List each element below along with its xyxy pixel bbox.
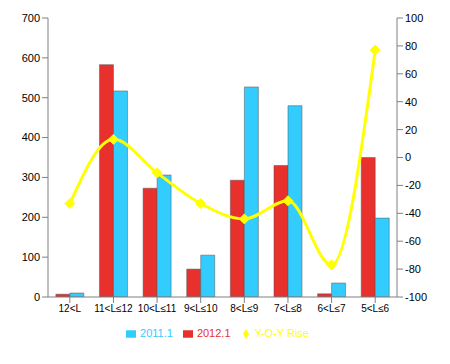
svg-text:7<L≤8: 7<L≤8 <box>274 303 302 314</box>
svg-text:60: 60 <box>405 68 417 80</box>
svg-text:40: 40 <box>405 96 417 108</box>
svg-text:11<L≤12: 11<L≤12 <box>94 303 133 314</box>
svg-text:-40: -40 <box>405 207 421 219</box>
svg-text:-100: -100 <box>405 291 427 303</box>
svg-text:9<L≤10: 9<L≤10 <box>184 303 218 314</box>
svg-text:400: 400 <box>22 131 40 143</box>
svg-text:8<L≤9: 8<L≤9 <box>230 303 258 314</box>
svg-text:-60: -60 <box>405 235 421 247</box>
svg-text:500: 500 <box>22 92 40 104</box>
svg-text:10<L≤11: 10<L≤11 <box>138 303 177 314</box>
svg-text:-20: -20 <box>405 179 421 191</box>
svg-text:0: 0 <box>405 151 411 163</box>
svg-text:100: 100 <box>405 12 423 24</box>
svg-text:600: 600 <box>22 52 40 64</box>
svg-text:-80: -80 <box>405 263 421 275</box>
svg-text:6<L≤7: 6<L≤7 <box>318 303 346 314</box>
svg-text:5<L≤6: 5<L≤6 <box>361 303 389 314</box>
svg-text:20: 20 <box>405 124 417 136</box>
svg-text:0: 0 <box>34 291 40 303</box>
html-text:Y-O-Y Rise: Y-O-Y Rise <box>254 327 309 339</box>
svg-text:700: 700 <box>22 12 40 24</box>
svg-text:12<L: 12<L <box>59 303 82 314</box>
html-text:2012.1: 2012.1 <box>196 327 231 339</box>
svg-text:200: 200 <box>22 211 40 223</box>
svg-text:80: 80 <box>405 40 417 52</box>
svg-text:300: 300 <box>22 171 40 183</box>
html-text:2011.1: 2011.1 <box>140 327 173 339</box>
svg-text:100: 100 <box>22 251 40 263</box>
